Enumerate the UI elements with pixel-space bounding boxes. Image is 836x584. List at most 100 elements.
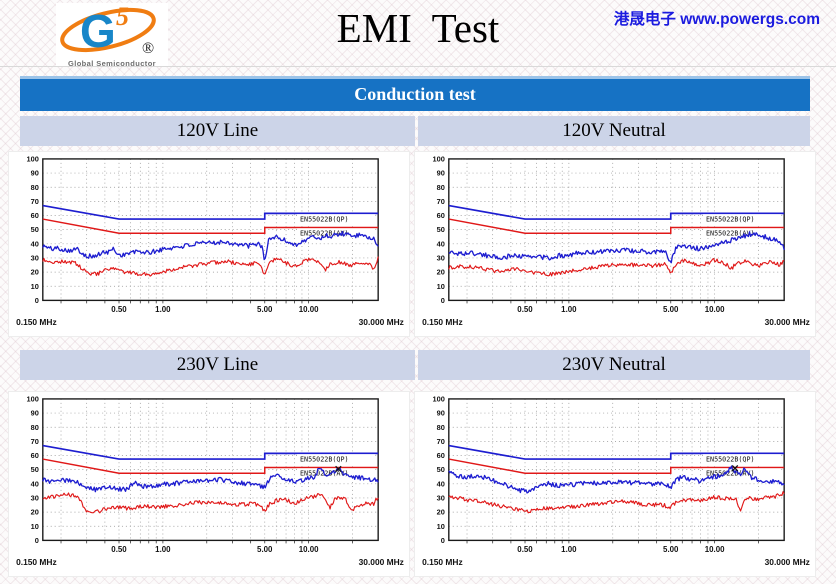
svg-text:EN55022B(QP): EN55022B(QP) xyxy=(300,215,349,223)
svg-text:0.50: 0.50 xyxy=(111,545,127,554)
panel-header-row-2: 230V Line 230V Neutral xyxy=(20,350,810,380)
svg-text:70: 70 xyxy=(437,197,445,206)
svg-text:60: 60 xyxy=(437,451,445,460)
svg-text:10.00: 10.00 xyxy=(299,305,319,314)
svg-text:EN55022B(QP): EN55022B(QP) xyxy=(706,455,755,463)
logo-letter-g: G xyxy=(80,5,116,57)
svg-text:20: 20 xyxy=(437,268,445,277)
svg-text:100: 100 xyxy=(26,394,38,403)
panel-header-230v-neutral: 230V Neutral xyxy=(418,350,810,380)
svg-text:100: 100 xyxy=(432,154,444,163)
svg-text:0.150 MHz: 0.150 MHz xyxy=(422,317,463,327)
svg-text:10.00: 10.00 xyxy=(705,545,725,554)
svg-text:EN55022B(AV): EN55022B(AV) xyxy=(300,230,349,238)
svg-text:10.00: 10.00 xyxy=(299,545,319,554)
svg-text:90: 90 xyxy=(437,409,445,418)
svg-text:70: 70 xyxy=(437,437,445,446)
svg-text:0: 0 xyxy=(441,296,445,305)
svg-text:80: 80 xyxy=(31,423,39,432)
svg-text:0.50: 0.50 xyxy=(517,305,533,314)
panel-header-230v-line: 230V Line xyxy=(20,350,415,380)
svg-text:0.150 MHz: 0.150 MHz xyxy=(16,317,57,327)
svg-text:40: 40 xyxy=(31,239,39,248)
site-company: 港晟电子 xyxy=(613,11,676,28)
svg-text:20: 20 xyxy=(437,508,445,517)
svg-text:5.00: 5.00 xyxy=(663,545,679,554)
svg-text:30.000 MHz: 30.000 MHz xyxy=(765,317,810,327)
svg-text:1.00: 1.00 xyxy=(155,305,171,314)
svg-text:1.00: 1.00 xyxy=(155,545,171,554)
svg-text:5.00: 5.00 xyxy=(663,305,679,314)
svg-text:1.00: 1.00 xyxy=(561,545,577,554)
svg-text:40: 40 xyxy=(437,239,445,248)
panel-header-120v-neutral: 120V Neutral xyxy=(418,116,810,146)
svg-text:0: 0 xyxy=(35,296,39,305)
svg-text:10: 10 xyxy=(437,522,445,531)
svg-text:30: 30 xyxy=(437,494,445,503)
svg-text:40: 40 xyxy=(31,479,39,488)
svg-text:10: 10 xyxy=(31,282,39,291)
svg-text:5.00: 5.00 xyxy=(257,305,273,314)
svg-text:90: 90 xyxy=(31,409,39,418)
svg-text:50: 50 xyxy=(31,465,39,474)
registered-mark: ® xyxy=(142,40,154,57)
logo-caption: Global Semiconductor xyxy=(67,59,156,68)
svg-text:60: 60 xyxy=(437,211,445,220)
svg-text:30: 30 xyxy=(31,494,39,503)
panel-header-120v-line: 120V Line xyxy=(20,116,415,146)
svg-text:30.000 MHz: 30.000 MHz xyxy=(359,317,404,327)
svg-text:5.00: 5.00 xyxy=(257,545,273,554)
svg-text:0.50: 0.50 xyxy=(111,305,127,314)
svg-text:20: 20 xyxy=(31,508,39,517)
svg-text:0: 0 xyxy=(441,536,445,545)
panel-header-row-1: 120V Line 120V Neutral xyxy=(20,116,810,146)
svg-text:70: 70 xyxy=(31,197,39,206)
logo-ellipse xyxy=(60,7,156,53)
svg-text:0.150 MHz: 0.150 MHz xyxy=(422,557,463,567)
chart-panel-230v-neutral: 100 90 80 70 60 50 40 30 20 10 0 0.50 1.00 5.00 10.00 0… xyxy=(414,391,816,577)
svg-text:90: 90 xyxy=(31,169,39,178)
svg-text:10: 10 xyxy=(437,282,445,291)
svg-text:EN55022B(QP): EN55022B(QP) xyxy=(706,215,755,223)
svg-text:100: 100 xyxy=(26,154,38,163)
svg-text:40: 40 xyxy=(437,479,445,488)
svg-text:90: 90 xyxy=(437,169,445,178)
svg-text:30: 30 xyxy=(31,254,39,263)
svg-text:50: 50 xyxy=(437,225,445,234)
chart-panel-230v-line: 100 90 80 70 60 50 40 30 20 10 0 0.50 1.00 5.00 10.00 0… xyxy=(8,391,410,577)
svg-text:80: 80 xyxy=(437,183,445,192)
svg-text:80: 80 xyxy=(437,423,445,432)
svg-text:1.00: 1.00 xyxy=(561,305,577,314)
svg-text:30: 30 xyxy=(437,254,445,263)
svg-text:EN55022B(AV): EN55022B(AV) xyxy=(706,230,755,238)
page-title: EMI Test xyxy=(336,5,500,51)
svg-text:70: 70 xyxy=(31,437,39,446)
svg-text:20: 20 xyxy=(31,268,39,277)
svg-text:100: 100 xyxy=(432,394,444,403)
site-url-link[interactable]: www.powergs.com xyxy=(680,11,820,28)
svg-text:EN55022B(AV): EN55022B(AV) xyxy=(706,470,755,478)
svg-text:30.000 MHz: 30.000 MHz xyxy=(359,557,404,567)
svg-text:10.00: 10.00 xyxy=(705,305,725,314)
svg-text:EN55022B(QP): EN55022B(QP) xyxy=(300,455,349,463)
svg-text:30.000 MHz: 30.000 MHz xyxy=(765,557,810,567)
svg-text:10: 10 xyxy=(31,522,39,531)
g5-logo-graphic: G 5 ® xyxy=(60,2,156,57)
svg-text:50: 50 xyxy=(437,465,445,474)
header-divider-line xyxy=(0,66,836,67)
svg-text:60: 60 xyxy=(31,211,39,220)
logo-letter-5: 5 xyxy=(116,3,129,31)
svg-text:50: 50 xyxy=(31,225,39,234)
conduction-test-banner: Conduction test xyxy=(20,76,810,111)
svg-text:0.50: 0.50 xyxy=(517,545,533,554)
svg-text:60: 60 xyxy=(31,451,39,460)
chart-panel-120v-neutral: 100 90 80 70 60 50 40 30 20 10 0 0.50 1.00 5.00 10.00 0… xyxy=(414,151,816,337)
site-info: 港晟电子 www.powergs.com xyxy=(614,7,820,29)
company-logo: G 5 ® Global Semiconductor xyxy=(56,2,168,68)
chart-panel-120v-line: 100 90 80 70 60 50 40 30 20 10 0 0.50 1.00 5.00 10.00 0… xyxy=(8,151,410,337)
